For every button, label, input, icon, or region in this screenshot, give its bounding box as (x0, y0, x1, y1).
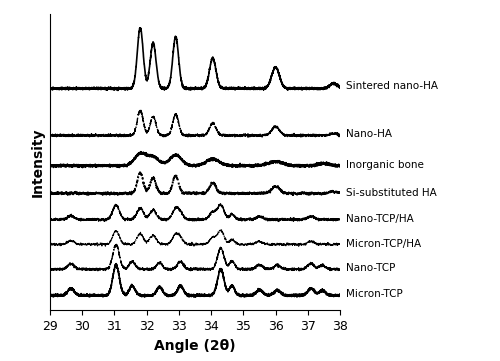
Text: Si-substituted HA: Si-substituted HA (346, 187, 436, 197)
Text: Nano-TCP: Nano-TCP (346, 263, 395, 273)
X-axis label: Angle (2θ): Angle (2θ) (154, 339, 236, 353)
Text: Sintered nano-HA: Sintered nano-HA (346, 81, 438, 91)
Text: Micron-TCP: Micron-TCP (346, 288, 403, 299)
Text: Nano-HA: Nano-HA (346, 130, 392, 139)
Y-axis label: Intensity: Intensity (30, 128, 44, 197)
Text: Micron-TCP/HA: Micron-TCP/HA (346, 239, 421, 249)
Text: Inorganic bone: Inorganic bone (346, 160, 424, 170)
Text: Nano-TCP/HA: Nano-TCP/HA (346, 214, 414, 224)
